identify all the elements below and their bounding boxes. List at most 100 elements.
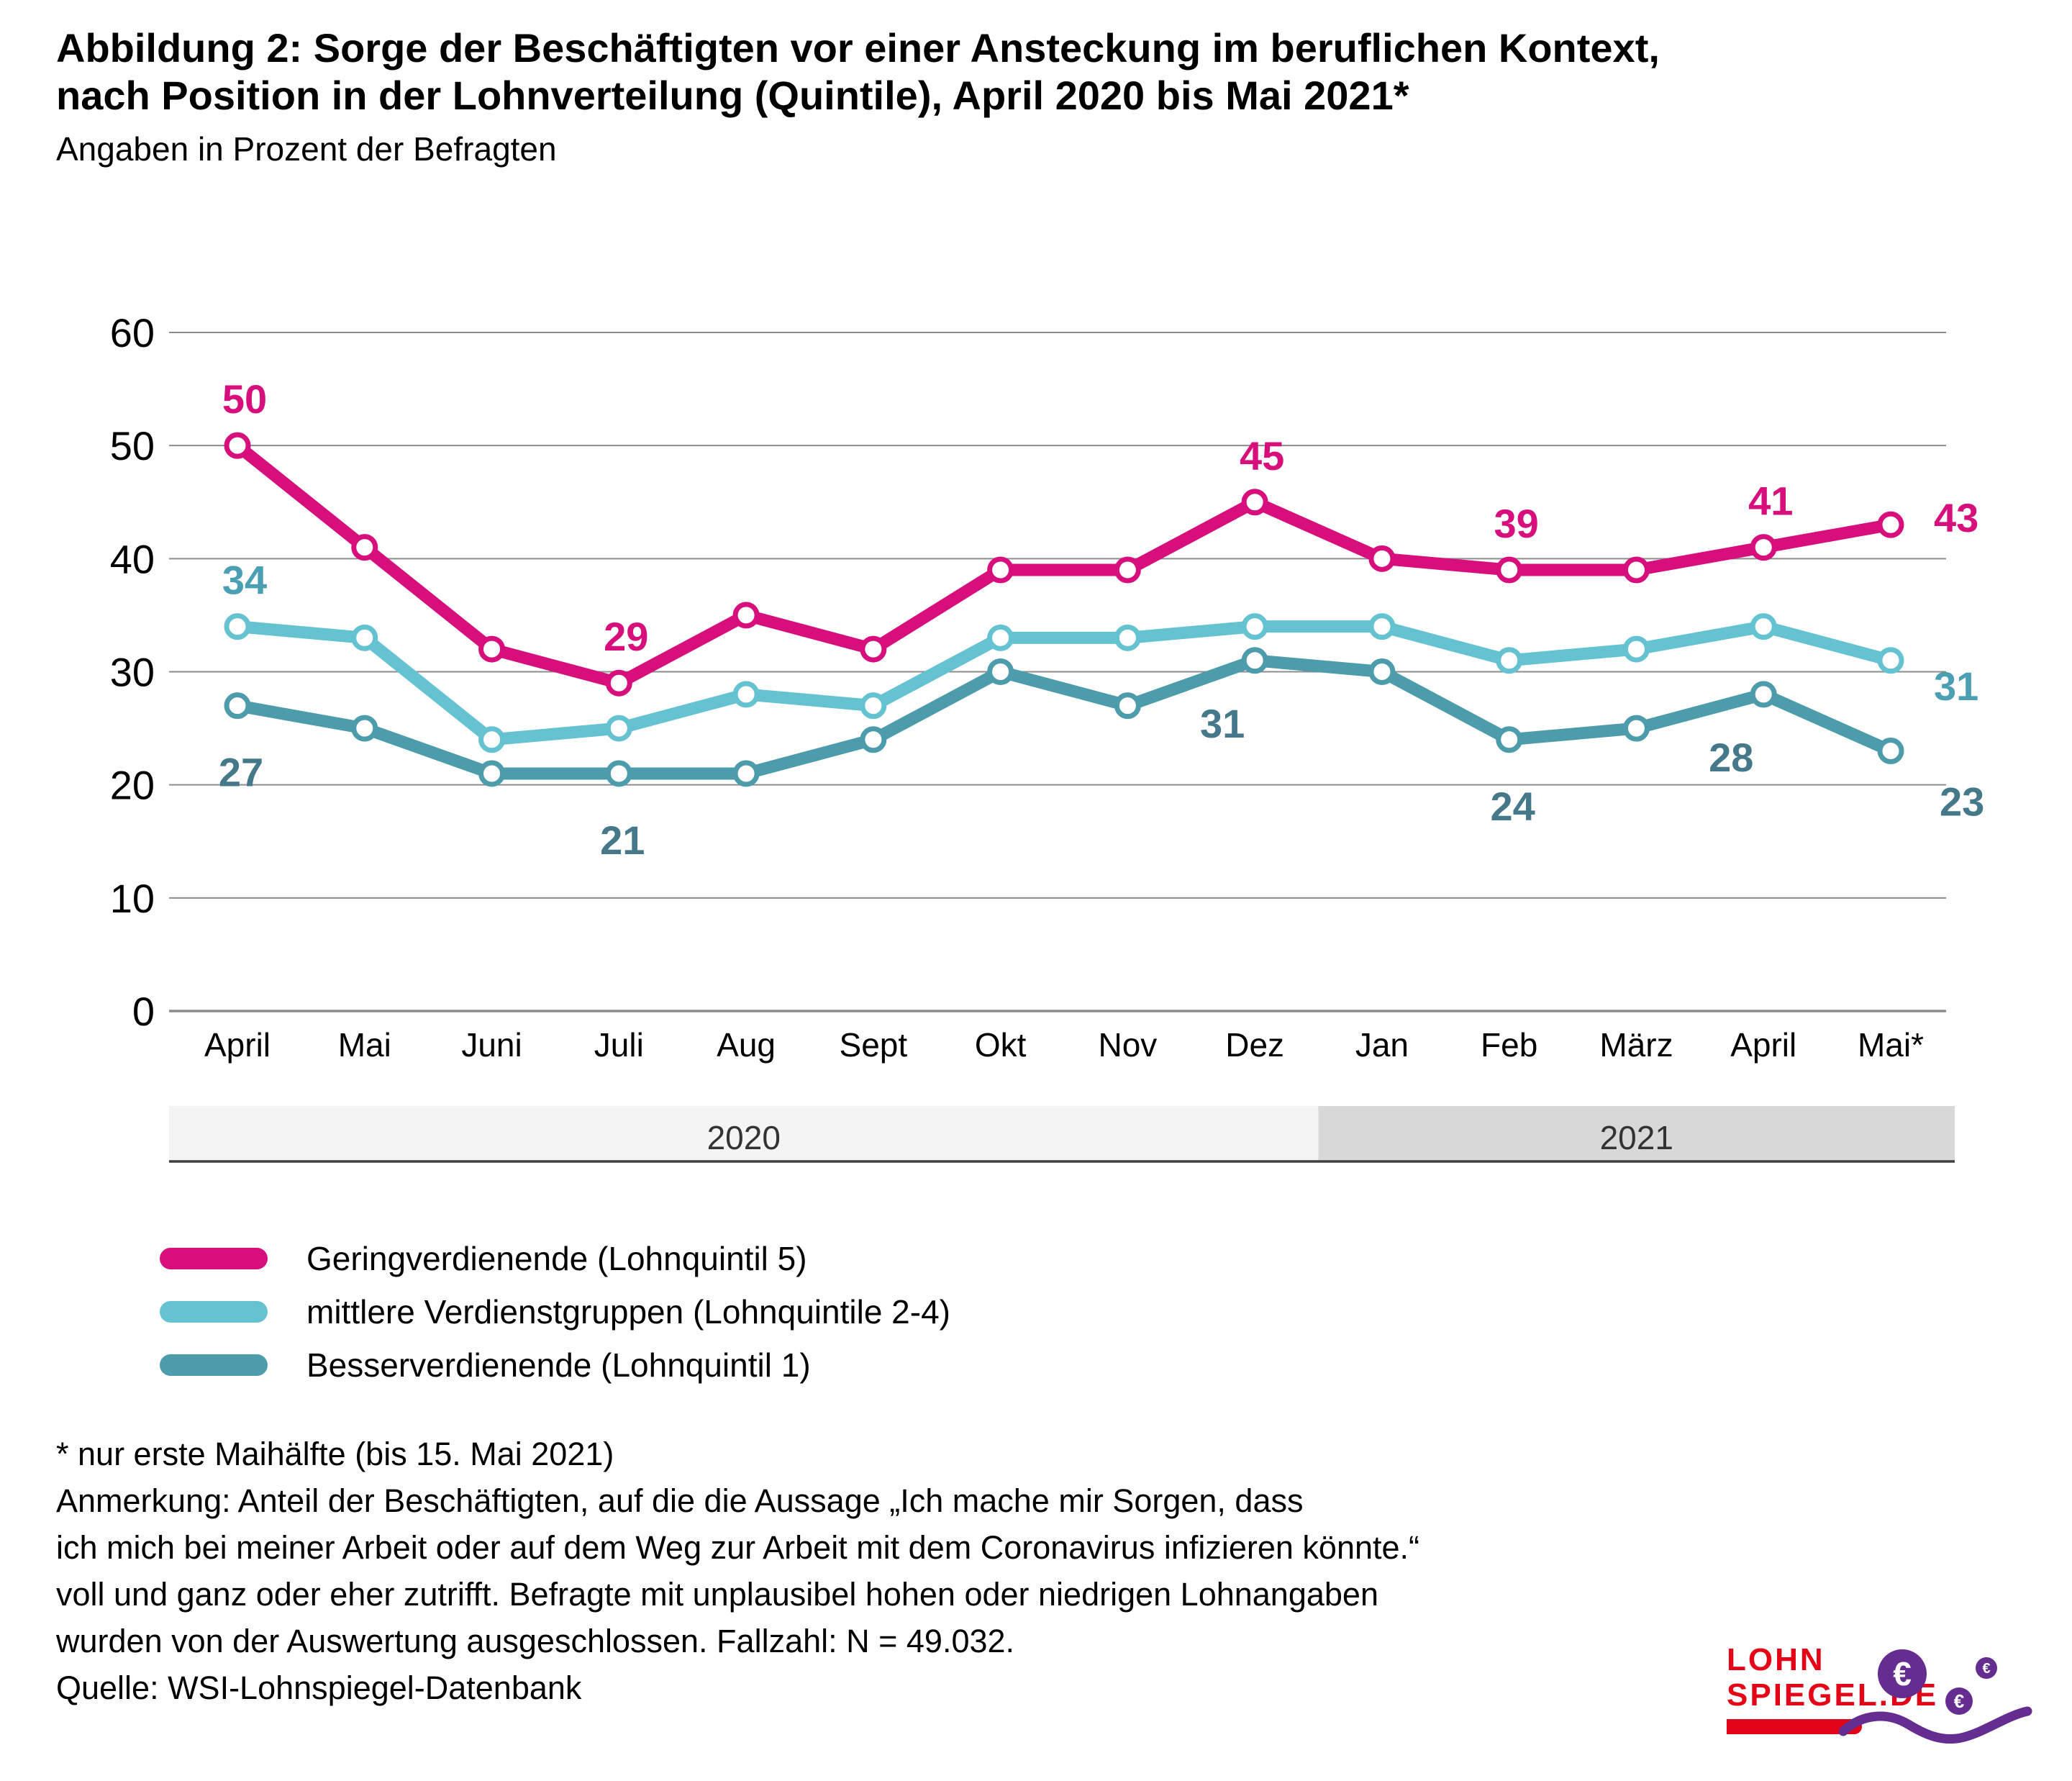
x-axis-tick-label: Juni xyxy=(461,1026,522,1064)
data-point xyxy=(351,715,378,742)
data-point-label: 24 xyxy=(1491,784,1535,829)
x-axis-tick-label: Jan xyxy=(1355,1026,1409,1064)
data-point-label: 21 xyxy=(600,817,645,863)
legend-swatch-teal xyxy=(160,1354,268,1376)
x-axis-tick-label: Mai xyxy=(338,1026,391,1064)
legend-label: Geringverdienende (Lohnquintil 5) xyxy=(306,1240,807,1277)
data-point xyxy=(1750,681,1777,708)
figure-header: Abbildung 2: Sorge der Beschäftigten vor… xyxy=(56,24,2020,168)
logo-line1: LOHN xyxy=(1727,1642,1825,1677)
data-point xyxy=(1368,613,1396,640)
euro-coin-icon xyxy=(1945,1687,1973,1715)
data-point xyxy=(1496,556,1523,584)
x-axis-tick-label: Sept xyxy=(840,1026,908,1064)
data-point xyxy=(1368,658,1396,685)
footnote-asterisk: * nur erste Maihälfte (bis 15. Mai 2021) xyxy=(56,1436,614,1472)
footnote-anmerkung-2: ich mich bei meiner Arbeit oder auf dem … xyxy=(56,1529,1420,1566)
data-point xyxy=(1241,489,1268,516)
lohnspiegel-logo-text: LOHN SPIEGEL.DE xyxy=(1727,1642,1938,1713)
y-axis-tick-label: 20 xyxy=(110,763,155,808)
euro-coin-icon xyxy=(1976,1657,1997,1679)
logo-euro-coins-art: € € € xyxy=(1838,1649,2032,1744)
footnotes: * nur erste Maihälfte (bis 15. Mai 2021)… xyxy=(56,1431,1567,1711)
data-point-label: 23 xyxy=(1940,779,1984,825)
data-point xyxy=(860,692,887,720)
lohnspiegel-logo: LOHN SPIEGEL.DE € € € xyxy=(1719,1642,2043,1764)
data-point xyxy=(1496,647,1523,674)
figure-title-line2: nach Position in der Lohnverteilung (Qui… xyxy=(56,73,1409,118)
x-axis-tick-label: März xyxy=(1599,1026,1673,1064)
x-axis-tick-label: April xyxy=(204,1026,271,1064)
series-line-1 xyxy=(231,620,1897,746)
data-point xyxy=(1114,556,1141,584)
data-point xyxy=(1241,647,1268,674)
data-point xyxy=(351,624,378,651)
logo-wave-line xyxy=(1838,1706,2032,1744)
data-point xyxy=(224,432,251,459)
data-point xyxy=(605,715,632,742)
data-point xyxy=(1750,613,1777,640)
y-axis-tick-label: 50 xyxy=(110,423,155,468)
data-point-label: 43 xyxy=(1934,495,1978,540)
data-point xyxy=(987,556,1014,584)
x-axis-tick-label: Okt xyxy=(975,1026,1027,1064)
data-point xyxy=(1622,715,1650,742)
data-point xyxy=(224,692,251,720)
data-point-label: 28 xyxy=(1709,735,1753,780)
data-point-label: 39 xyxy=(1494,501,1539,546)
data-point-label: 45 xyxy=(1240,433,1284,479)
data-point xyxy=(987,624,1014,651)
data-point xyxy=(1496,726,1523,753)
x-axis-tick-label: Dez xyxy=(1225,1026,1284,1064)
data-point-label: 41 xyxy=(1748,479,1793,524)
x-axis-tick-label: April xyxy=(1730,1026,1796,1064)
data-point-label: 50 xyxy=(222,376,267,422)
data-point xyxy=(987,658,1014,685)
line-chart: 2020 2021 0 10 20 30 40 50 60 April Mai Juni Juli Aug… xyxy=(58,310,2014,1182)
data-point xyxy=(732,681,760,708)
year-band-label: 2020 xyxy=(707,1119,781,1156)
x-axis-tick-label: Aug xyxy=(717,1026,776,1064)
data-point-label: 29 xyxy=(604,614,648,659)
data-point-label: 31 xyxy=(1934,663,1978,709)
data-point xyxy=(1114,624,1141,651)
data-point xyxy=(605,760,632,787)
euro-symbol: € xyxy=(1954,1690,1964,1712)
legend-item-besserverdienende: Besserverdienende (Lohnquintil 1) xyxy=(160,1338,950,1392)
data-point xyxy=(351,534,378,561)
data-point xyxy=(1241,613,1268,640)
x-axis-tick-label: Mai* xyxy=(1858,1026,1924,1064)
data-point xyxy=(478,635,506,663)
data-point xyxy=(478,760,506,787)
series-line-0 xyxy=(231,439,1897,689)
data-point xyxy=(1622,635,1650,663)
data-point xyxy=(1877,511,1904,538)
data-point xyxy=(1877,647,1904,674)
data-point xyxy=(1368,545,1396,572)
data-point xyxy=(478,726,506,753)
footnote-anmerkung-4: wurden von der Auswertung ausgeschlossen… xyxy=(56,1623,1015,1659)
y-axis-tick-label: 30 xyxy=(110,650,155,695)
legend-item-geringverdienende: Geringverdienende (Lohnquintil 5) xyxy=(160,1232,950,1285)
year-band-2021 xyxy=(1318,1106,1955,1161)
data-point xyxy=(732,760,760,787)
data-point xyxy=(732,602,760,629)
data-point xyxy=(1750,534,1777,561)
data-point-label: 31 xyxy=(1200,701,1245,746)
legend-item-mittlere-verdienstgruppen: mittlere Verdienstgruppen (Lohnquintile … xyxy=(160,1285,950,1338)
data-point xyxy=(1114,692,1141,720)
x-axis-tick-label: Nov xyxy=(1098,1026,1157,1064)
figure-title-line1: Abbildung 2: Sorge der Beschäftigten vor… xyxy=(56,25,1660,71)
series-line-2 xyxy=(231,654,1897,780)
data-point xyxy=(1877,738,1904,765)
euro-symbol: € xyxy=(1982,1661,1990,1677)
line-chart-svg: 2020 2021 0 10 20 30 40 50 60 April Mai Juni Juli Aug… xyxy=(110,310,1984,1163)
footnote-anmerkung-3: voll und ganz oder eher zutrifft. Befrag… xyxy=(56,1576,1378,1613)
year-band-label: 2021 xyxy=(1600,1119,1673,1156)
euro-coin-icon xyxy=(1878,1649,1927,1698)
y-axis-tick-label: 10 xyxy=(110,876,155,921)
y-axis-tick-label: 0 xyxy=(132,989,155,1034)
footnote-anmerkung-1: Anmerkung: Anteil der Beschäftigten, auf… xyxy=(56,1482,1304,1519)
data-point-label: 27 xyxy=(219,750,263,795)
